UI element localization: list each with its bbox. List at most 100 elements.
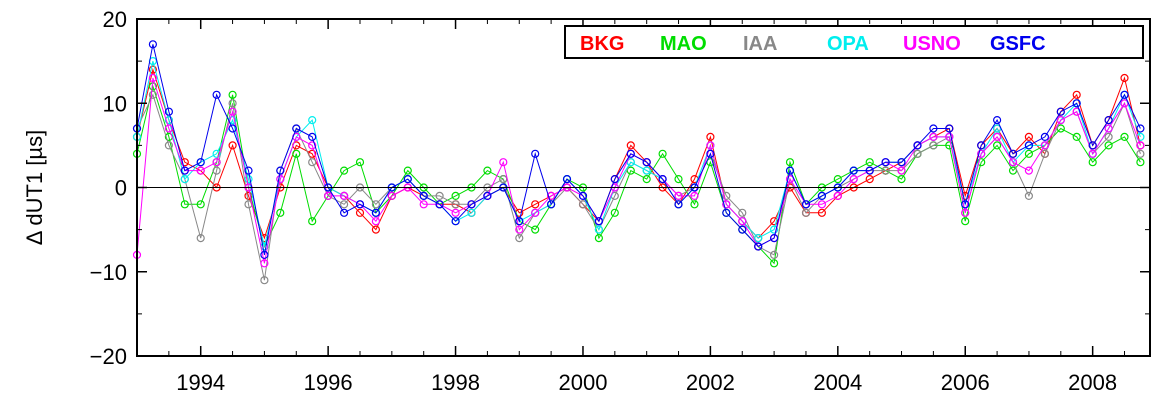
data-point [212,90,221,99]
data-point [276,175,285,184]
data-point [913,149,922,158]
data-point [308,141,317,150]
data-point [1104,132,1113,141]
data-point [690,191,699,200]
data-point [977,141,986,150]
data-point [1056,107,1065,116]
data-point [897,158,906,167]
data-point [961,208,970,217]
data-point [1136,141,1145,150]
data-point [961,200,970,209]
legend-item-gsfc: GSFC [990,33,1046,55]
data-point [674,200,683,209]
data-point [1136,149,1145,158]
data-point [451,191,460,200]
data-point [610,175,619,184]
data-point [706,132,715,141]
y-tick-label: 10 [103,91,127,116]
data-point [977,149,986,158]
data-point [1104,141,1113,150]
data-point [881,166,890,175]
data-point [515,217,524,226]
data-point [945,132,954,141]
data-point [403,175,412,184]
data-point [148,40,157,49]
legend-item-mao: MAO [660,33,707,55]
data-point [196,234,205,243]
data-point [992,132,1002,141]
data-point [658,149,667,158]
data-point [626,141,635,150]
data-point [308,158,317,167]
data-point [1072,132,1081,141]
legend-item-bkg: BKG [580,33,624,55]
data-point [148,90,157,99]
data-point [1024,191,1034,200]
data-point [865,158,874,167]
data-point [308,115,317,125]
data-point [1072,99,1081,108]
data-point [276,166,285,175]
data-point [546,200,556,209]
data-point [324,191,333,200]
data-point [260,276,269,285]
data-point [610,208,619,217]
data-point [769,259,779,268]
data-point [881,158,890,167]
legend-box [564,25,1144,59]
data-point [1008,158,1018,167]
data-point [467,200,476,209]
y-tick-label: −20 [90,344,127,369]
data-point [769,234,779,243]
data-point [228,141,237,150]
data-point [1104,115,1113,125]
data-point [212,166,221,175]
data-point [769,250,779,259]
data-point [849,166,858,175]
x-tick-label: 2008 [1068,370,1117,395]
series-line-gsfc [136,44,1141,255]
series-usno [132,73,1145,268]
data-point [801,200,811,209]
data-point [642,158,651,167]
data-point [467,208,476,217]
data-point [196,158,205,167]
data-point [292,124,301,133]
legend-item-opa: OPA [827,33,869,55]
data-point [594,225,604,234]
x-tick-label: 2000 [558,370,607,395]
data-point [212,158,221,167]
data-point [722,208,731,217]
data-point [642,166,651,175]
data-point [674,175,683,184]
data-point [419,200,428,209]
data-point [371,208,380,217]
data-point [371,217,380,226]
data-point [913,141,922,150]
data-point [674,191,683,200]
data-point [260,250,269,259]
series-gsfc [132,40,1145,259]
data-point [977,158,986,167]
data-point [1024,149,1034,158]
data-point [865,166,874,175]
series-line-mao [136,84,1141,265]
x-tick-label: 1998 [431,370,480,395]
data-point [1136,124,1145,133]
data-point [164,115,173,125]
data-point [483,166,492,175]
data-point [228,90,237,99]
x-tick-label: 2004 [813,370,862,395]
data-point [483,191,492,200]
data-point [1008,149,1018,158]
data-point [817,200,827,209]
data-point [164,107,173,116]
data-point [658,175,667,184]
data-point [244,166,253,175]
data-point [897,175,906,184]
data-point [531,149,540,158]
data-point [1120,73,1129,83]
data-point [1040,149,1050,158]
data-point [722,200,731,209]
data-point [180,166,189,175]
